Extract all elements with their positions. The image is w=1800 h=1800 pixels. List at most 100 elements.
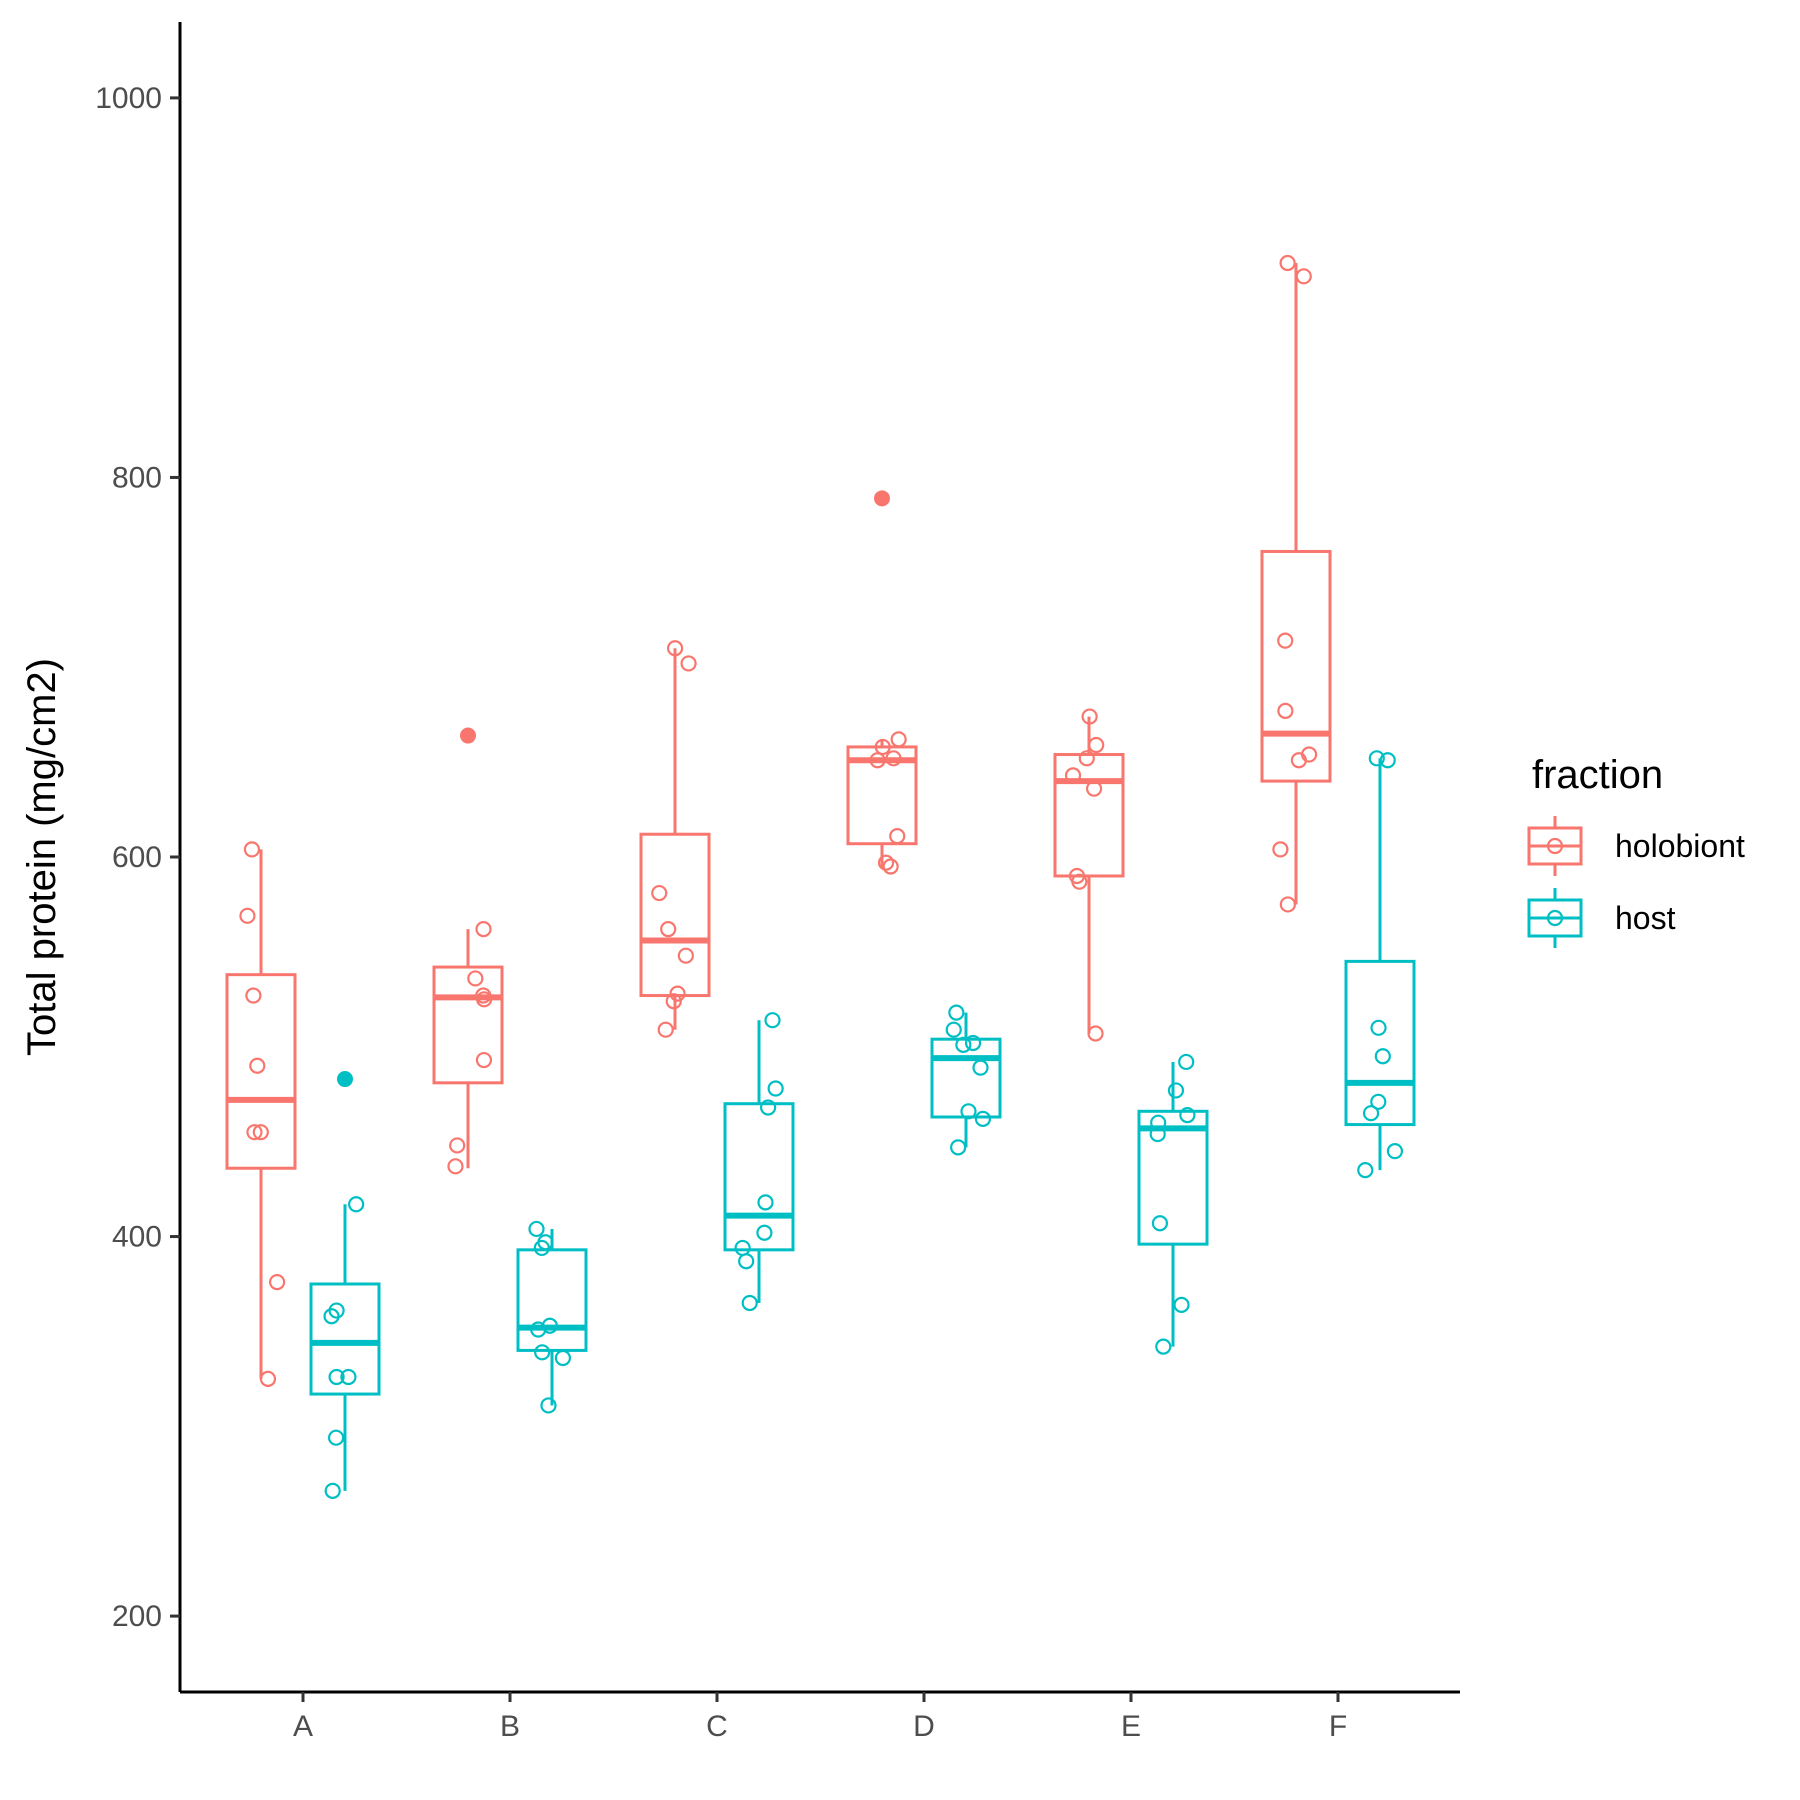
data-point	[869, 752, 886, 769]
box-holobiont-F	[1260, 263, 1332, 905]
data-point	[540, 1397, 557, 1414]
data-point	[1290, 752, 1307, 769]
data-point	[1279, 254, 1296, 272]
data-point	[1370, 1093, 1387, 1110]
data-point	[955, 1036, 972, 1053]
data-point	[738, 1253, 755, 1270]
box-holobiont-D	[846, 490, 918, 869]
y-tick-label: 400	[112, 1221, 162, 1254]
data-point	[874, 738, 891, 756]
data-point	[767, 1080, 784, 1097]
data-point	[1155, 1338, 1172, 1355]
data-point	[666, 640, 684, 657]
data-point	[657, 1021, 674, 1038]
data-point	[1078, 750, 1095, 767]
box-holobiont-C	[639, 648, 711, 1030]
legend-label-holobiont: holobiont	[1615, 828, 1745, 864]
x-tick-label: B	[500, 1710, 520, 1743]
data-point	[665, 993, 682, 1010]
legend-key-point	[1546, 837, 1564, 855]
box-host-B	[516, 1228, 588, 1406]
data-point	[269, 1273, 286, 1291]
data-point	[1295, 268, 1312, 285]
box-iqr	[723, 1102, 795, 1252]
data-point	[239, 907, 256, 924]
box-iqr	[516, 1248, 588, 1352]
data-point	[476, 991, 493, 1008]
legend-key-host	[1527, 888, 1583, 948]
data-point	[651, 884, 668, 902]
data-point	[1064, 767, 1082, 784]
x-tick-label: F	[1329, 1710, 1347, 1743]
box-holobiont-A	[225, 849, 297, 1379]
outlier-point	[460, 727, 476, 744]
data-point	[1379, 752, 1396, 769]
data-point	[1178, 1053, 1195, 1071]
y-tick-label: 600	[112, 841, 162, 874]
box-iqr	[639, 832, 711, 998]
data-point	[1277, 632, 1294, 649]
data-point	[1272, 841, 1289, 858]
data-point	[340, 1368, 357, 1386]
data-point	[945, 1021, 962, 1038]
data-point	[677, 947, 694, 964]
data-point	[1088, 736, 1105, 754]
data-point	[1081, 708, 1098, 725]
box-iqr	[1053, 753, 1125, 878]
data-point	[245, 987, 262, 1004]
outlier-point	[337, 1071, 353, 1088]
box-host-E	[1137, 1061, 1209, 1347]
data-point	[246, 1124, 263, 1141]
data-point	[243, 841, 261, 858]
x-tick-label: A	[293, 1710, 313, 1743]
data-point	[475, 1051, 493, 1069]
data-point	[554, 1349, 572, 1367]
data-point	[533, 1239, 550, 1257]
data-point	[249, 1057, 266, 1074]
plot-area	[225, 254, 1416, 1499]
data-point	[447, 1158, 464, 1175]
data-point	[328, 1368, 345, 1386]
box-iqr	[432, 965, 504, 1085]
data-point	[1151, 1215, 1169, 1232]
legend-key-point	[1546, 909, 1564, 927]
x-tick-label: E	[1121, 1710, 1141, 1743]
data-point	[877, 854, 895, 871]
data-point	[660, 921, 677, 938]
data-point	[669, 985, 686, 1002]
data-point	[889, 828, 906, 845]
data-point	[1362, 1105, 1380, 1122]
data-point	[972, 1059, 989, 1076]
data-point	[964, 1034, 982, 1052]
data-point	[1370, 1019, 1387, 1036]
box-holobiont-B	[432, 727, 504, 1169]
data-point	[449, 1137, 466, 1154]
data-point	[1149, 1125, 1166, 1143]
data-point	[348, 1196, 365, 1213]
box-host-F	[1344, 758, 1416, 1171]
box-iqr	[1260, 549, 1332, 783]
data-point	[530, 1321, 547, 1338]
data-point	[950, 1139, 967, 1156]
data-point	[324, 1482, 341, 1499]
data-point	[1374, 1048, 1391, 1065]
data-point	[1167, 1082, 1185, 1099]
x-tick-label: C	[706, 1710, 728, 1743]
data-point	[741, 1294, 758, 1312]
box-host-A	[309, 1071, 381, 1491]
y-tick-label: 200	[112, 1600, 162, 1633]
data-point	[882, 858, 899, 875]
data-point	[259, 1370, 277, 1387]
data-point	[1179, 1106, 1196, 1124]
legend-title: fraction	[1532, 753, 1663, 797]
y-axis-title: Total protein (mg/cm2)	[20, 658, 64, 1056]
box-iqr	[309, 1282, 381, 1396]
box-iqr	[1344, 959, 1416, 1127]
data-point	[960, 1103, 977, 1120]
data-point	[1357, 1162, 1374, 1179]
legend-label-host: host	[1615, 900, 1676, 936]
x-tick-label: D	[913, 1710, 935, 1743]
data-point	[1071, 873, 1088, 890]
outlier-point	[874, 490, 890, 507]
legend-key-holobiont	[1527, 816, 1583, 876]
